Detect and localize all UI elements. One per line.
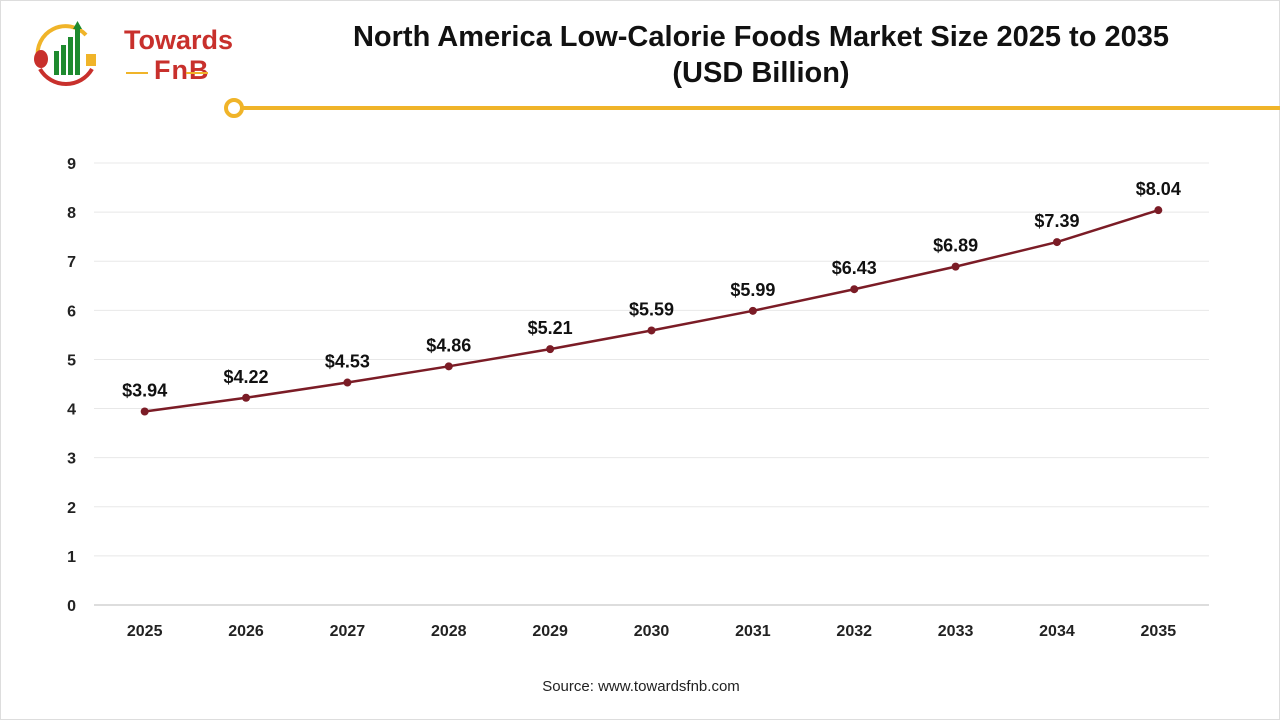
- data-point: [748, 306, 757, 315]
- y-tick-label: 5: [67, 352, 76, 369]
- y-tick-label: 9: [67, 156, 76, 173]
- logo-text-fnb: FnB: [154, 55, 210, 85]
- data-point: [444, 362, 453, 371]
- data-point: [343, 378, 352, 387]
- source-note: Source: www.towardsfnb.com: [542, 678, 740, 695]
- data-point: [850, 285, 859, 294]
- data-label: $8.04: [1136, 179, 1181, 199]
- data-point: [951, 262, 960, 271]
- data-label: $5.99: [730, 280, 775, 300]
- y-tick-label: 3: [67, 451, 76, 468]
- data-label: $4.22: [224, 367, 269, 387]
- accent-circle-icon: [224, 98, 244, 118]
- logo-text-towards: Towards: [124, 25, 234, 55]
- towardsfnb-logo: Towards FnB: [26, 19, 233, 89]
- x-tick-label: 2025: [127, 623, 163, 640]
- data-label: $3.94: [122, 381, 167, 401]
- y-tick-label: 4: [67, 402, 76, 419]
- title-line-2: (USD Billion): [672, 57, 850, 89]
- x-tick-label: 2029: [532, 623, 568, 640]
- data-point: [1052, 238, 1061, 247]
- y-tick-label: 0: [67, 598, 76, 615]
- y-tick-label: 2: [67, 500, 76, 517]
- x-tick-label: 2031: [735, 623, 771, 640]
- data-label: $6.89: [933, 236, 978, 256]
- x-tick-label: 2033: [938, 623, 974, 640]
- x-tick-label: 2030: [634, 623, 670, 640]
- x-tick-label: 2028: [431, 623, 467, 640]
- data-point: [242, 393, 251, 402]
- title-line-1: North America Low-Calorie Foods Market S…: [352, 21, 1169, 53]
- data-point: [1154, 206, 1163, 215]
- chart-title: North America Low-Calorie Foods Market S…: [261, 19, 1261, 91]
- y-tick-label: 7: [67, 254, 76, 271]
- data-label: $7.39: [1034, 211, 1079, 231]
- y-tick-label: 6: [67, 303, 76, 320]
- x-tick-label: 2035: [1141, 623, 1177, 640]
- x-tick-label: 2027: [330, 623, 366, 640]
- data-label: $6.43: [832, 258, 877, 278]
- data-label: $5.21: [528, 318, 573, 338]
- data-label: $4.53: [325, 352, 370, 372]
- x-tick-label: 2032: [836, 623, 872, 640]
- data-label: $4.86: [426, 335, 471, 355]
- data-point: [546, 345, 555, 354]
- data-point: [647, 326, 656, 335]
- y-tick-label: 8: [67, 205, 76, 222]
- y-tick-label: 1: [67, 549, 76, 566]
- data-point: [140, 407, 149, 416]
- logo-emblem-icon: [34, 21, 96, 87]
- x-tick-label: 2034: [1039, 623, 1075, 640]
- data-label: $5.59: [629, 299, 674, 319]
- x-tick-label: 2026: [228, 623, 264, 640]
